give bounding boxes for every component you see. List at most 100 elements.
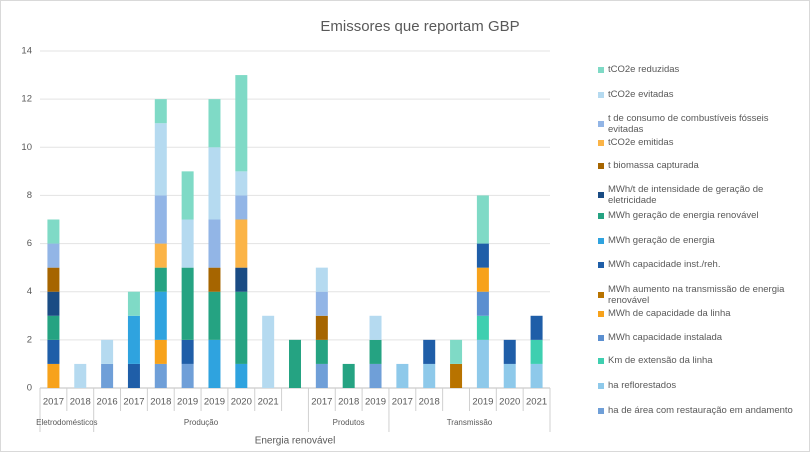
x-tick-label: 2019 (177, 397, 198, 408)
legend-label: MWh geração de energia (608, 235, 715, 246)
y-tick-label: 6 (27, 238, 32, 249)
legend-label: tCO2e emitidas (608, 137, 674, 148)
bar-segment (47, 339, 60, 364)
bar-segment (127, 363, 140, 388)
bar-segment (423, 363, 436, 388)
bar-segment (503, 339, 516, 364)
bar-segment (208, 291, 221, 340)
bar-segment (476, 315, 489, 340)
bar-segment (47, 267, 60, 292)
legend-swatch (598, 162, 604, 169)
bar-segment (235, 195, 248, 220)
x-tick-label: 2021 (526, 397, 547, 408)
legend-label: MWh capacidade instalada (608, 332, 723, 343)
legend-swatch (598, 407, 604, 414)
bar-segment (208, 339, 221, 388)
legend-item: ha de área com restauração em andamento (598, 405, 793, 416)
legend-swatch (598, 192, 604, 198)
bar-segment (315, 315, 328, 340)
legend-label: MWh de capacidade da linha (608, 308, 731, 319)
bar-segment (208, 99, 221, 148)
bar-segment (47, 363, 60, 388)
bar-segment (476, 291, 489, 316)
legend-item: Km de extensão da linha (598, 355, 713, 366)
bar-segment (181, 339, 194, 364)
x-tick-label: 2019 (472, 397, 493, 408)
bar-segment (47, 219, 60, 244)
legend-item: MWh capacidade instalada (598, 332, 722, 343)
legend-swatch (598, 261, 604, 268)
legend-label: MWh geração de energia renovável (608, 210, 759, 221)
bar-segment (369, 339, 382, 364)
y-tick-label: 4 (27, 286, 32, 297)
bar-segment (315, 339, 328, 364)
y-tick-label: 0 (27, 383, 32, 394)
x-tick-label: 2017 (311, 397, 332, 408)
bar-segment (235, 75, 248, 172)
legend-swatch (598, 121, 604, 127)
bar-segment (208, 147, 221, 220)
legend-item: MWh/t de intensidade de geração de eletr… (598, 184, 803, 206)
x-tick-label: 2018 (419, 397, 440, 408)
x-tick-label: 2018 (338, 397, 359, 408)
legend-swatch (598, 212, 604, 219)
bar-segment (476, 195, 489, 244)
bar-segment (476, 339, 489, 388)
x-tick-label: 2021 (258, 397, 279, 408)
bar-segment (289, 339, 301, 388)
x-tick-label: 2020 (231, 397, 252, 408)
x-tick-label: 2018 (70, 397, 91, 408)
legend-label: ha reflorestados (608, 380, 677, 391)
legend-item: MWh de capacidade da linha (598, 308, 731, 319)
x-tick-label: 2019 (365, 397, 386, 408)
bar-segment (450, 363, 463, 388)
x-tick-label: 2020 (499, 397, 520, 408)
bar-segment (47, 291, 60, 316)
legend-swatch (598, 310, 604, 317)
legend-label: tCO2e evitadas (608, 89, 674, 100)
bar-segment (101, 339, 114, 364)
bar-segment (154, 291, 167, 340)
bar-segment (181, 363, 194, 388)
legend-item: MWh capacidade inst./reh. (598, 259, 720, 270)
bar-segment (154, 267, 167, 292)
bar-segment (181, 171, 194, 220)
legend-swatch (598, 357, 604, 364)
bar-segment (235, 219, 248, 268)
x-tick-label: 2017 (123, 397, 144, 408)
bar-segment (154, 195, 167, 244)
legend-label: MWh/t de intensidade de geração de eletr… (608, 184, 764, 206)
bar-segment (181, 267, 194, 340)
legend-label: MWh aumento na transmissão de energia re… (608, 284, 785, 306)
legend-label: t biomassa capturada (608, 160, 699, 171)
x-tick-label: 2018 (150, 397, 171, 408)
legend-label: t de consumo de combustíveis fósseis evi… (608, 113, 769, 135)
legend-label: Km de extensão da linha (608, 355, 713, 366)
y-tick-label: 12 (21, 94, 32, 105)
y-tick-label: 2 (27, 334, 32, 345)
bar-segment (127, 315, 140, 364)
bar-segment (235, 171, 248, 196)
legend-item: tCO2e emitidas (598, 137, 673, 148)
y-tick-label: 14 (21, 46, 32, 57)
bar-segment (262, 315, 275, 388)
bar-segment (74, 363, 87, 388)
bar-segment (369, 315, 382, 340)
bar-segment (396, 363, 409, 388)
legend-item: ha reflorestados (598, 380, 676, 391)
legend-item: tCO2e reduzidas (598, 64, 679, 75)
legend-swatch (598, 91, 604, 98)
group-label: Produtos (333, 418, 365, 427)
group-label: Produção (184, 418, 219, 427)
bar-segment (476, 267, 489, 292)
bar-segment (208, 267, 221, 292)
legend-swatch (598, 139, 604, 146)
supergroup-label: Energia renovável (255, 436, 336, 447)
bar-segment (476, 243, 489, 268)
legend-label: MWh capacidade inst./reh. (608, 259, 721, 270)
bar-segment (423, 339, 436, 364)
legend-swatch (598, 66, 604, 73)
x-tick-label: 2017 (43, 397, 64, 408)
bar-segment (315, 267, 328, 292)
